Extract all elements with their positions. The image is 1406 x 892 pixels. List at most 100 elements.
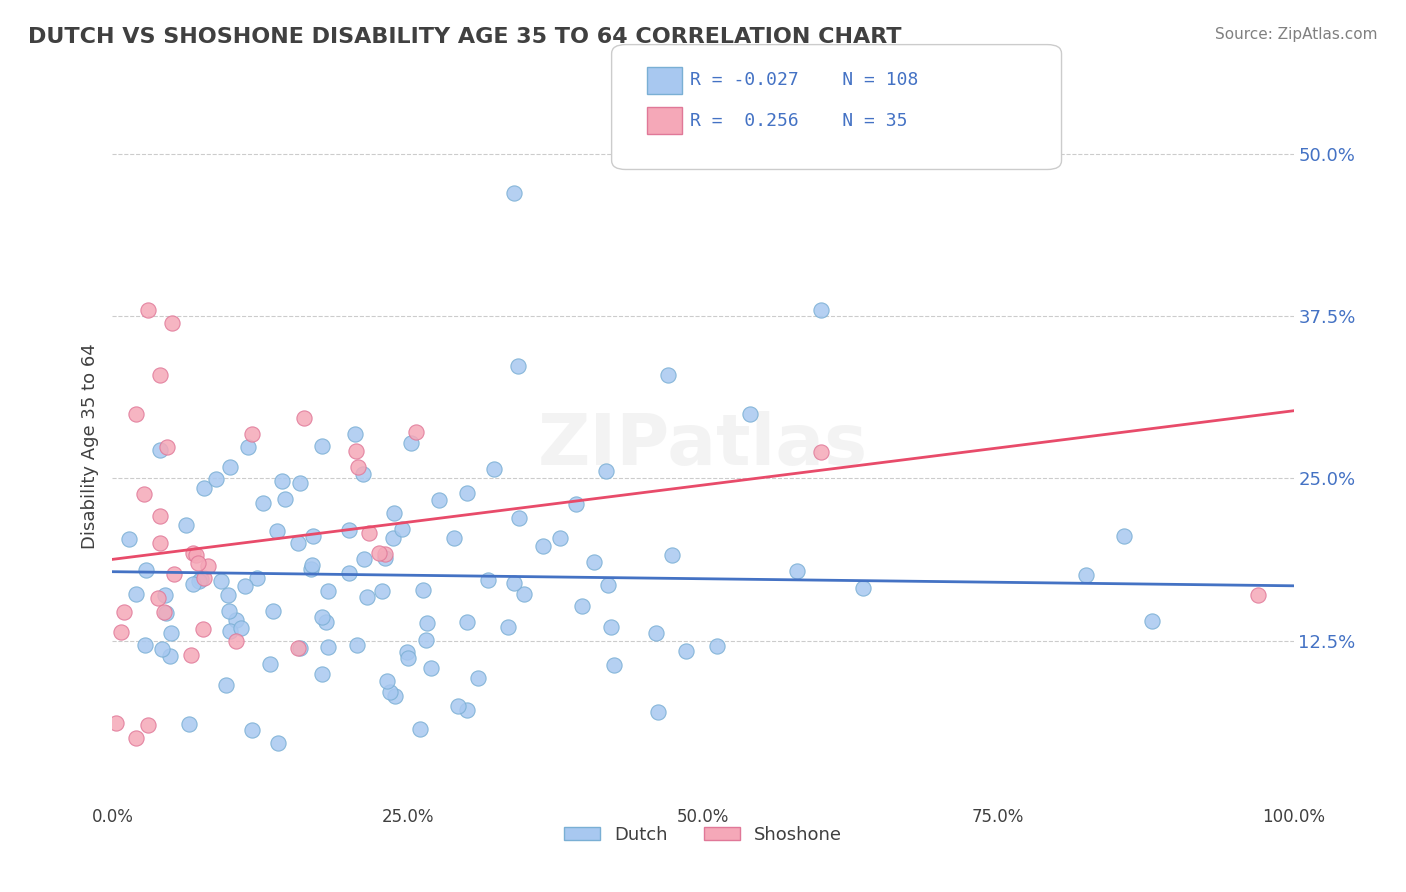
Dutch	[603, 658, 626, 673]
Y-axis label: Disability Age 35 to 64: Disability Age 35 to 64	[80, 343, 98, 549]
Dutch	[311, 439, 333, 453]
Dutch	[302, 529, 325, 543]
Shoshone	[160, 316, 183, 330]
Dutch	[443, 531, 465, 545]
Shoshone	[405, 425, 427, 440]
Shoshone	[240, 427, 263, 442]
Shoshone	[374, 547, 396, 561]
Dutch	[380, 684, 402, 698]
Dutch	[218, 604, 240, 618]
Shoshone	[1247, 588, 1270, 602]
Dutch	[647, 706, 669, 720]
Dutch	[267, 736, 290, 750]
Dutch	[456, 486, 478, 500]
Text: Source: ZipAtlas.com: Source: ZipAtlas.com	[1215, 27, 1378, 42]
Dutch	[301, 558, 323, 572]
Shoshone	[367, 546, 389, 560]
Shoshone	[149, 368, 172, 382]
Dutch	[375, 673, 398, 688]
Dutch	[149, 443, 172, 458]
Text: R = -0.027    N = 108: R = -0.027 N = 108	[690, 71, 918, 89]
Dutch	[215, 678, 238, 692]
Dutch	[675, 644, 697, 658]
Dutch	[346, 639, 368, 653]
Shoshone	[136, 718, 159, 732]
Dutch	[1140, 614, 1163, 628]
Dutch	[456, 703, 478, 717]
Dutch	[852, 581, 875, 595]
Dutch	[311, 667, 333, 681]
Dutch	[381, 531, 404, 545]
Dutch	[645, 626, 668, 640]
Dutch	[371, 584, 394, 599]
Shoshone	[153, 605, 176, 619]
Dutch	[352, 467, 374, 482]
Dutch	[415, 632, 437, 647]
Shoshone	[197, 559, 219, 574]
Dutch	[412, 582, 434, 597]
Shoshone	[149, 508, 172, 523]
Dutch	[595, 464, 617, 478]
Dutch	[287, 536, 309, 550]
Dutch	[496, 620, 519, 634]
Dutch	[419, 661, 441, 675]
Dutch	[740, 407, 762, 421]
Dutch	[344, 427, 367, 442]
Dutch	[266, 524, 288, 538]
Dutch	[174, 518, 197, 533]
Dutch	[508, 511, 530, 525]
Shoshone	[193, 571, 215, 585]
Shoshone	[104, 716, 127, 731]
Dutch	[204, 472, 226, 486]
Shoshone	[193, 622, 215, 636]
Dutch	[153, 588, 176, 602]
Dutch	[661, 549, 683, 563]
Dutch	[271, 475, 294, 489]
Shoshone	[184, 549, 207, 563]
Dutch	[274, 492, 297, 507]
Dutch	[252, 496, 274, 510]
Dutch	[503, 576, 526, 591]
Shoshone	[225, 633, 247, 648]
Shoshone	[292, 411, 315, 425]
Shoshone	[347, 460, 370, 475]
Dutch	[125, 587, 148, 601]
Dutch	[382, 506, 405, 520]
Dutch	[233, 579, 256, 593]
Dutch	[218, 624, 240, 638]
Dutch	[225, 614, 247, 628]
Dutch	[219, 459, 242, 474]
Dutch	[259, 657, 281, 672]
Dutch	[482, 462, 505, 476]
Dutch	[246, 571, 269, 585]
Dutch	[531, 539, 554, 553]
Dutch	[374, 550, 396, 565]
Shoshone	[810, 445, 832, 459]
Text: ZIPatlas: ZIPatlas	[538, 411, 868, 481]
Dutch	[1076, 568, 1098, 582]
Dutch	[548, 531, 571, 545]
Dutch	[217, 588, 239, 602]
Dutch	[315, 615, 337, 629]
Dutch	[353, 552, 375, 566]
Dutch	[155, 607, 177, 621]
Shoshone	[359, 526, 381, 541]
Shoshone	[287, 641, 309, 656]
Dutch	[657, 368, 679, 382]
Shoshone	[125, 407, 148, 421]
Shoshone	[148, 591, 170, 605]
Shoshone	[110, 624, 132, 639]
Shoshone	[181, 546, 204, 560]
Dutch	[160, 626, 183, 640]
Shoshone	[136, 302, 159, 317]
Dutch	[396, 651, 419, 665]
Dutch	[311, 610, 333, 624]
Shoshone	[149, 536, 172, 550]
Dutch	[299, 562, 322, 576]
Dutch	[240, 723, 263, 737]
Dutch	[706, 639, 728, 653]
Dutch	[152, 642, 174, 657]
Dutch	[190, 572, 212, 586]
Dutch	[135, 563, 157, 577]
Dutch	[596, 578, 619, 592]
